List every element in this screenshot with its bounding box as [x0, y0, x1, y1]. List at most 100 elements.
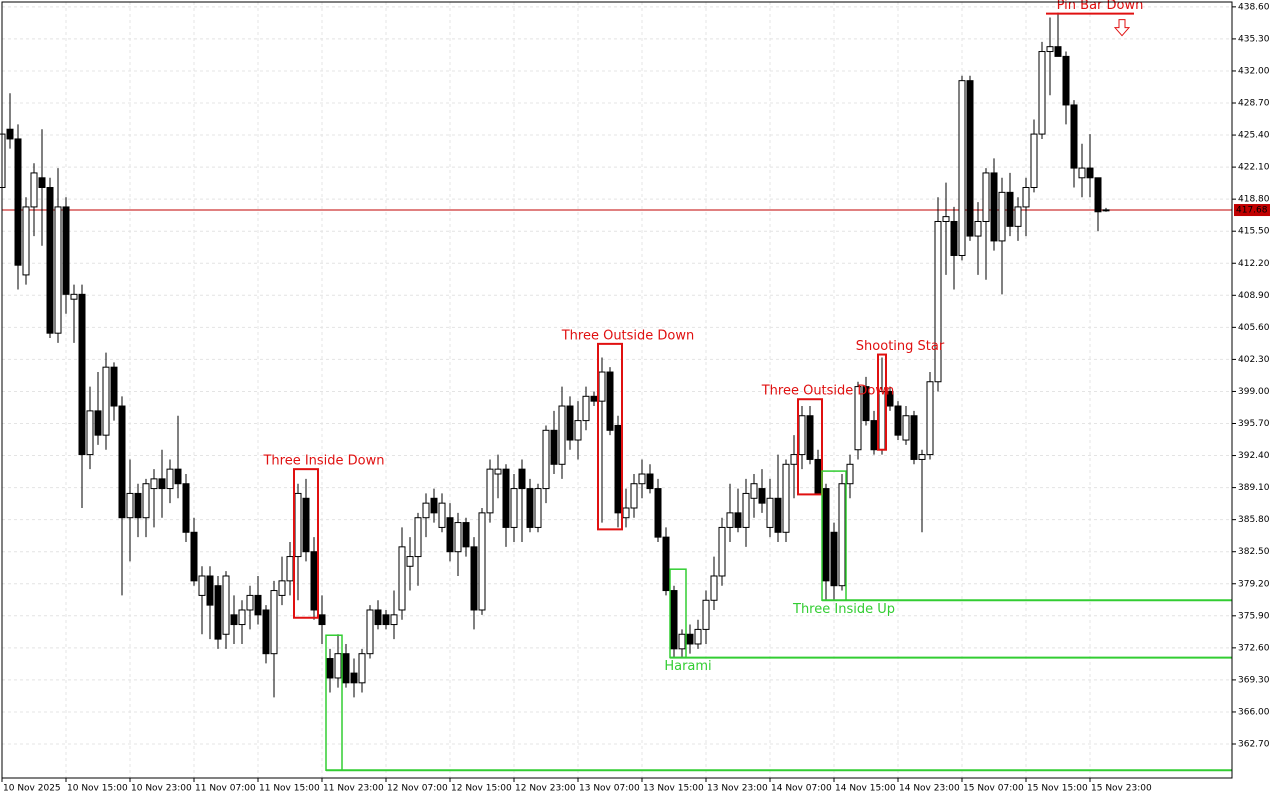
candle-body: [254, 594, 262, 616]
candle-body: [974, 220, 982, 237]
annotations: Three Inside Down Three Outside Down Three…: [262, 0, 1232, 772]
candle-body: [830, 531, 838, 587]
candle-body: [966, 80, 974, 237]
pattern-label: Three Outside Down: [561, 328, 695, 343]
pattern-label: Three Inside Up: [792, 602, 895, 617]
candle-body: [702, 599, 710, 630]
candle-body: [638, 473, 646, 485]
candle-body: [678, 633, 686, 650]
candle-body: [918, 454, 926, 460]
candle-body: [766, 497, 774, 528]
candle-body: [446, 517, 454, 553]
candle-body: [86, 410, 94, 456]
x-tick-label: 12 Nov 07:00: [387, 784, 448, 794]
candle-body: [646, 473, 654, 490]
candle-body: [126, 492, 134, 519]
candle-body: [438, 502, 446, 528]
x-tick-label: 12 Nov 15:00: [451, 784, 512, 794]
x-tick-label: 10 Nov 23:00: [131, 784, 192, 794]
candle-body: [326, 658, 334, 679]
y-tick-label: 385.80: [1238, 515, 1270, 525]
candle-body: [782, 463, 790, 533]
candle-body: [414, 517, 422, 558]
y-tick-label: 366.00: [1238, 707, 1270, 717]
candle-body: [510, 488, 518, 528]
candle-body: [878, 390, 886, 451]
candle-body: [710, 575, 718, 601]
candle-body: [630, 483, 638, 509]
candle-body: [798, 415, 806, 456]
candle-body: [246, 594, 254, 611]
candle-body: [1006, 191, 1014, 227]
candle-body: [110, 366, 118, 407]
y-tick-label: 372.60: [1238, 643, 1270, 653]
candle-body: [78, 293, 86, 456]
candle-body: [550, 429, 558, 465]
x-tick-label: 13 Nov 15:00: [643, 784, 704, 794]
y-tick-label: 382.50: [1238, 547, 1270, 557]
candle-body: [950, 220, 958, 256]
candle-body: [54, 206, 62, 334]
candle-body: [350, 672, 358, 684]
y-tick-label: 369.30: [1238, 675, 1270, 685]
candle-body: [190, 531, 198, 582]
candle-body: [270, 590, 278, 655]
candle-body: [590, 395, 598, 402]
candle-body: [1014, 206, 1022, 227]
candle-body: [926, 381, 934, 456]
y-tick-label: 389.10: [1238, 483, 1270, 493]
candle-body: [870, 420, 878, 451]
down-arrow: [1113, 19, 1131, 37]
candle-body: [454, 522, 462, 553]
y-tick-label: 425.40: [1238, 131, 1270, 141]
candle-body: [206, 575, 214, 606]
y-tick-label: 428.70: [1238, 99, 1270, 109]
pattern-label: Pin Bar Down: [1057, 0, 1144, 13]
candle-body: [854, 386, 862, 451]
candle-body: [278, 580, 286, 596]
candle-body: [758, 488, 766, 504]
candle-body: [942, 216, 950, 222]
x-tick-label: 11 Nov 07:00: [195, 784, 256, 794]
candle-body: [38, 177, 46, 189]
candle-body: [662, 536, 670, 592]
x-tick-label: 11 Nov 23:00: [323, 784, 384, 794]
candle-body: [846, 463, 854, 485]
candle-body: [6, 128, 14, 140]
candle-body: [806, 415, 814, 460]
y-tick-label: 408.90: [1238, 291, 1270, 301]
candle-body: [134, 492, 142, 519]
plot-frame: [1, 1, 1233, 779]
y-tick-label: 362.70: [1238, 740, 1270, 750]
candle-body: [422, 502, 430, 519]
candle-body: [62, 206, 70, 295]
candle-body: [606, 371, 614, 431]
y-tick-label: 399.00: [1238, 387, 1270, 397]
candle-body: [334, 653, 342, 679]
candle-body: [1054, 46, 1062, 57]
x-tick-label: 14 Nov 07:00: [771, 784, 832, 794]
candle-body: [222, 575, 230, 635]
y-tick-label: 412.20: [1238, 259, 1270, 269]
candle-body: [150, 478, 158, 490]
candle-body: [958, 80, 966, 256]
candle-body: [774, 497, 782, 533]
pattern-box: [597, 342, 623, 531]
candle-body: [166, 468, 174, 490]
candle-body: [286, 556, 294, 582]
candle-body: [814, 458, 822, 494]
y-tick-label: 435.30: [1238, 34, 1270, 44]
candle-body: [294, 492, 302, 558]
candle-body: [462, 522, 470, 548]
y-tick-label: 375.90: [1238, 611, 1270, 621]
candle-body: [318, 614, 326, 626]
candle-body: [14, 138, 22, 266]
candle-body: [1102, 209, 1110, 212]
candle-body: [934, 220, 942, 383]
candle-body: [302, 497, 310, 553]
candle-body: [1046, 46, 1054, 53]
candle-body: [230, 614, 238, 626]
pattern-box: [797, 398, 823, 496]
